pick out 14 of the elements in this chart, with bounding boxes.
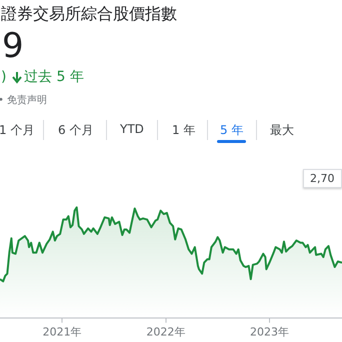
- x-tick-label: 2022年: [146, 325, 186, 338]
- x-tick-label: 2023年: [250, 325, 289, 338]
- text: YTD: [120, 122, 144, 136]
- text: 1 个月: [0, 122, 34, 139]
- text: 过去 5 年: [24, 68, 84, 86]
- text: 2,70: [303, 169, 342, 188]
- x-tick-label: 2021年: [42, 325, 82, 338]
- text: 6 个月: [58, 122, 94, 139]
- text: 5 年: [220, 122, 244, 139]
- chart-title: 證券交易所綜合股價指數: [1, 4, 177, 25]
- chart-subtitle: 9: [2, 26, 24, 66]
- text: 最大: [270, 122, 294, 139]
- text: 1 年: [172, 122, 196, 139]
- text: ): [1, 69, 6, 85]
